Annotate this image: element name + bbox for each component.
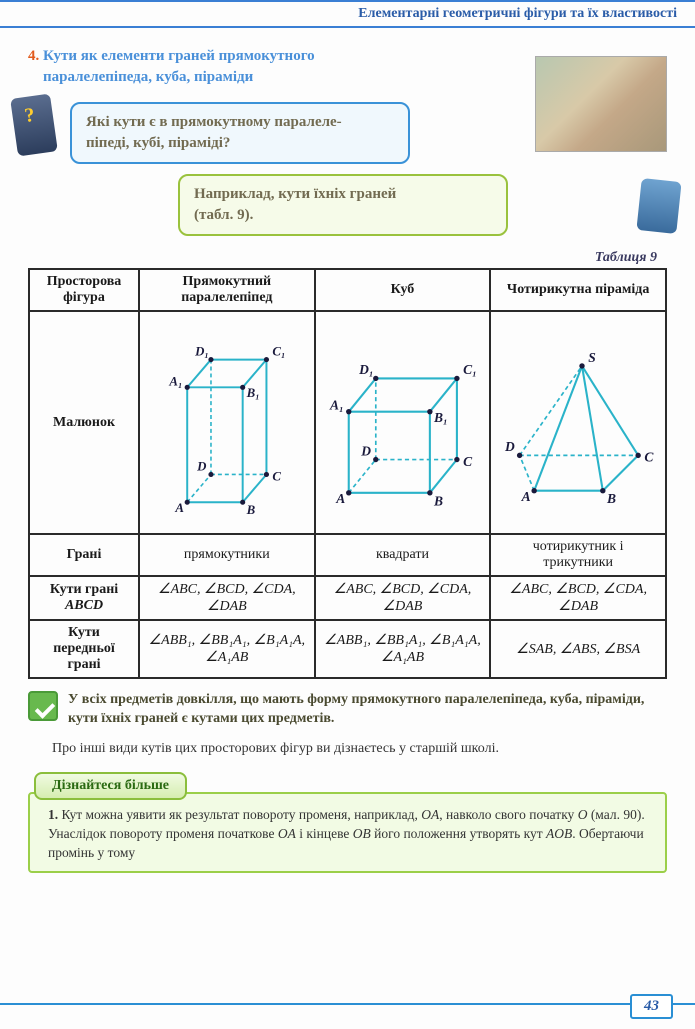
row-label-front-angles: Кути передньої грані [29, 620, 139, 678]
svg-text:C: C [645, 450, 655, 465]
cell-front-pyr: ∠SAB, ∠ABS, ∠BSA [490, 620, 666, 678]
question-line2: піпеді, кубі, піраміді? [86, 135, 230, 151]
table-row-faces: Грані прямокутники квадрати чотирикутник… [29, 534, 666, 576]
cube-diagram: A B C D A₁ B₁ C₁ D₁ [322, 316, 484, 524]
checkmark-icon [28, 691, 58, 721]
learn-more-tab: Дізнайтеся більше [34, 772, 187, 800]
svg-text:B: B [246, 503, 256, 517]
highlight-text: У всіх предметів довкілля, що мають форм… [68, 691, 667, 729]
cell-faces-pyr: чотирикутник і трикутники [490, 534, 666, 576]
th-parallelepiped: Прямокутний паралелепіпед [139, 269, 315, 311]
learn-more-block: Дізнайтеся більше 1. Кут можна уявити як… [28, 772, 667, 873]
svg-text:C₁: C₁ [463, 362, 477, 377]
question-row: Які кути є в прямокутному паралеле- піпе… [28, 102, 667, 164]
svg-text:A: A [174, 501, 184, 515]
pyramid-diagram: A B C D S [497, 316, 659, 524]
th-pyramid: Чотирикутна піраміда [490, 269, 666, 311]
svg-text:C: C [463, 454, 473, 469]
table-row-drawing: Малюнок A B C D A₁ B₁ C₁ D₁ A B C D A₁ B₁ C₁ D₁ A B C D S [29, 311, 666, 534]
svg-text:D₁: D₁ [358, 362, 373, 377]
cell-angles-cube: ∠ABC, ∠BCD, ∠CDA, ∠DAB [315, 576, 491, 620]
section-number: 4. [28, 48, 39, 64]
svg-text:D: D [360, 443, 371, 458]
table-row-base-angles: Кути граніABCD ∠ABC, ∠BCD, ∠CDA, ∠DAB ∠A… [29, 576, 666, 620]
answer-row: Наприклад, кути їхніх граней (табл. 9). [28, 174, 667, 236]
question-mascot-icon [10, 93, 58, 156]
cell-front-cube: ∠ABB₁, ∠BB₁A₁, ∠B₁A₁A, ∠A₁AB [315, 620, 491, 678]
answer-line1: Наприклад, кути їхніх граней [194, 186, 396, 202]
question-bubble: Які кути є в прямокутному паралеле- піпе… [70, 102, 410, 164]
row-label-drawing: Малюнок [29, 311, 139, 534]
row-label-faces: Грані [29, 534, 139, 576]
th-figure: Просторова фігура [29, 269, 139, 311]
svg-text:A₁: A₁ [329, 398, 344, 413]
question-line1: Які кути є в прямокутному паралеле- [86, 114, 342, 130]
cell-faces-cube: квадрати [315, 534, 491, 576]
svg-text:D: D [196, 460, 206, 474]
svg-text:A₁: A₁ [168, 374, 182, 388]
svg-text:B₁: B₁ [246, 386, 260, 400]
learn-more-body: 1. Кут можна уявити як результат поворот… [28, 792, 667, 873]
row-label-base-angles: Кути граніABCD [29, 576, 139, 620]
section-title-line1: Кути як елементи граней прямокутного [43, 48, 315, 64]
svg-text:A: A [521, 489, 531, 504]
svg-text:B: B [433, 493, 443, 508]
parallelepiped-diagram: A B C D A₁ B₁ C₁ D₁ [146, 316, 308, 524]
section-title-line2: паралелепіпеда, куба, піраміди [43, 69, 253, 85]
chapter-header: Елементарні геометричні фігури та їх вла… [0, 0, 695, 28]
cell-pyramid-fig: A B C D S [490, 311, 666, 534]
learn-more-num: 1. [48, 807, 58, 822]
cell-angles-para: ∠ABC, ∠BCD, ∠CDA, ∠DAB [139, 576, 315, 620]
chapter-title: Елементарні геометричні фігури та їх вла… [358, 6, 677, 21]
cell-angles-pyr: ∠ABC, ∠BCD, ∠CDA, ∠DAB [490, 576, 666, 620]
svg-text:S: S [589, 350, 597, 365]
svg-text:C: C [272, 469, 281, 483]
svg-text:A: A [335, 491, 345, 506]
svg-text:D₁: D₁ [194, 345, 209, 359]
body-paragraph: Про інші види кутів цих просторових фігу… [28, 739, 667, 759]
page-number: 43 [630, 994, 673, 1019]
cell-cube-fig: A B C D A₁ B₁ C₁ D₁ [315, 311, 491, 534]
footer-rule [0, 1003, 695, 1005]
table-header-row: Просторова фігура Прямокутний паралелепі… [29, 269, 666, 311]
answer-bubble: Наприклад, кути їхніх граней (табл. 9). [178, 174, 508, 236]
svg-text:D: D [504, 439, 515, 454]
svg-text:C₁: C₁ [272, 345, 285, 359]
svg-text:B₁: B₁ [433, 410, 448, 425]
cell-faces-para: прямокутники [139, 534, 315, 576]
svg-text:B: B [606, 491, 616, 506]
cell-front-para: ∠ABB₁, ∠BB₁A₁, ∠B₁A₁A, ∠A₁AB [139, 620, 315, 678]
answer-mascot-icon [636, 178, 681, 234]
answer-line2: (табл. 9). [194, 207, 253, 223]
table-row-front-angles: Кути передньої грані ∠ABB₁, ∠BB₁A₁, ∠B₁A… [29, 620, 666, 678]
highlight-box: У всіх предметів довкілля, що мають форм… [28, 691, 667, 729]
th-cube: Куб [315, 269, 491, 311]
cell-parallelepiped-fig: A B C D A₁ B₁ C₁ D₁ [139, 311, 315, 534]
learn-more-text: Кут можна уявити як результат повороту п… [48, 807, 645, 860]
table-caption: Таблиця 9 [28, 250, 667, 266]
page-content: 4. Кути як елементи граней прямокутного … [0, 46, 695, 873]
geometry-table: Просторова фігура Прямокутний паралелепі… [28, 268, 667, 679]
